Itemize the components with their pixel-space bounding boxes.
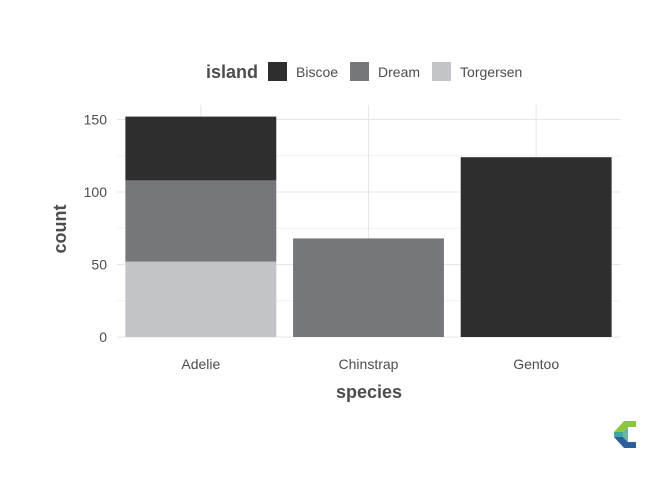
legend-key-dream	[350, 62, 370, 81]
bar-adelie-torgersen	[125, 261, 277, 337]
y-axis-title: count	[50, 205, 70, 254]
y-tick-label: 0	[99, 329, 107, 345]
legend: island Biscoe Dream Torgersen	[206, 62, 522, 82]
x-tick-label: Adelie	[181, 356, 220, 372]
x-axis-ticks: Adelie Chinstrap Gentoo	[181, 356, 559, 372]
bar-gentoo-biscoe	[460, 157, 612, 337]
legend-title: island	[206, 62, 258, 82]
legend-label-dream: Dream	[378, 64, 420, 80]
y-tick-label: 50	[91, 257, 107, 273]
x-tick-label: Gentoo	[513, 356, 559, 372]
x-axis-title: species	[336, 382, 402, 402]
chart-logo-icon	[614, 421, 636, 448]
y-tick-label: 150	[84, 112, 108, 128]
bar-adelie-dream	[125, 180, 277, 262]
y-axis-ticks: 0 50 100 150	[84, 112, 108, 346]
x-tick-label: Chinstrap	[339, 356, 399, 372]
legend-label-torgersen: Torgersen	[460, 64, 522, 80]
legend-key-biscoe	[268, 62, 287, 81]
bar-chinstrap-dream	[293, 238, 444, 337]
bars	[125, 116, 612, 337]
bar-adelie-biscoe	[125, 116, 277, 181]
y-tick-label: 100	[84, 184, 108, 200]
legend-label-biscoe: Biscoe	[296, 64, 338, 80]
legend-key-torgersen	[432, 62, 452, 81]
